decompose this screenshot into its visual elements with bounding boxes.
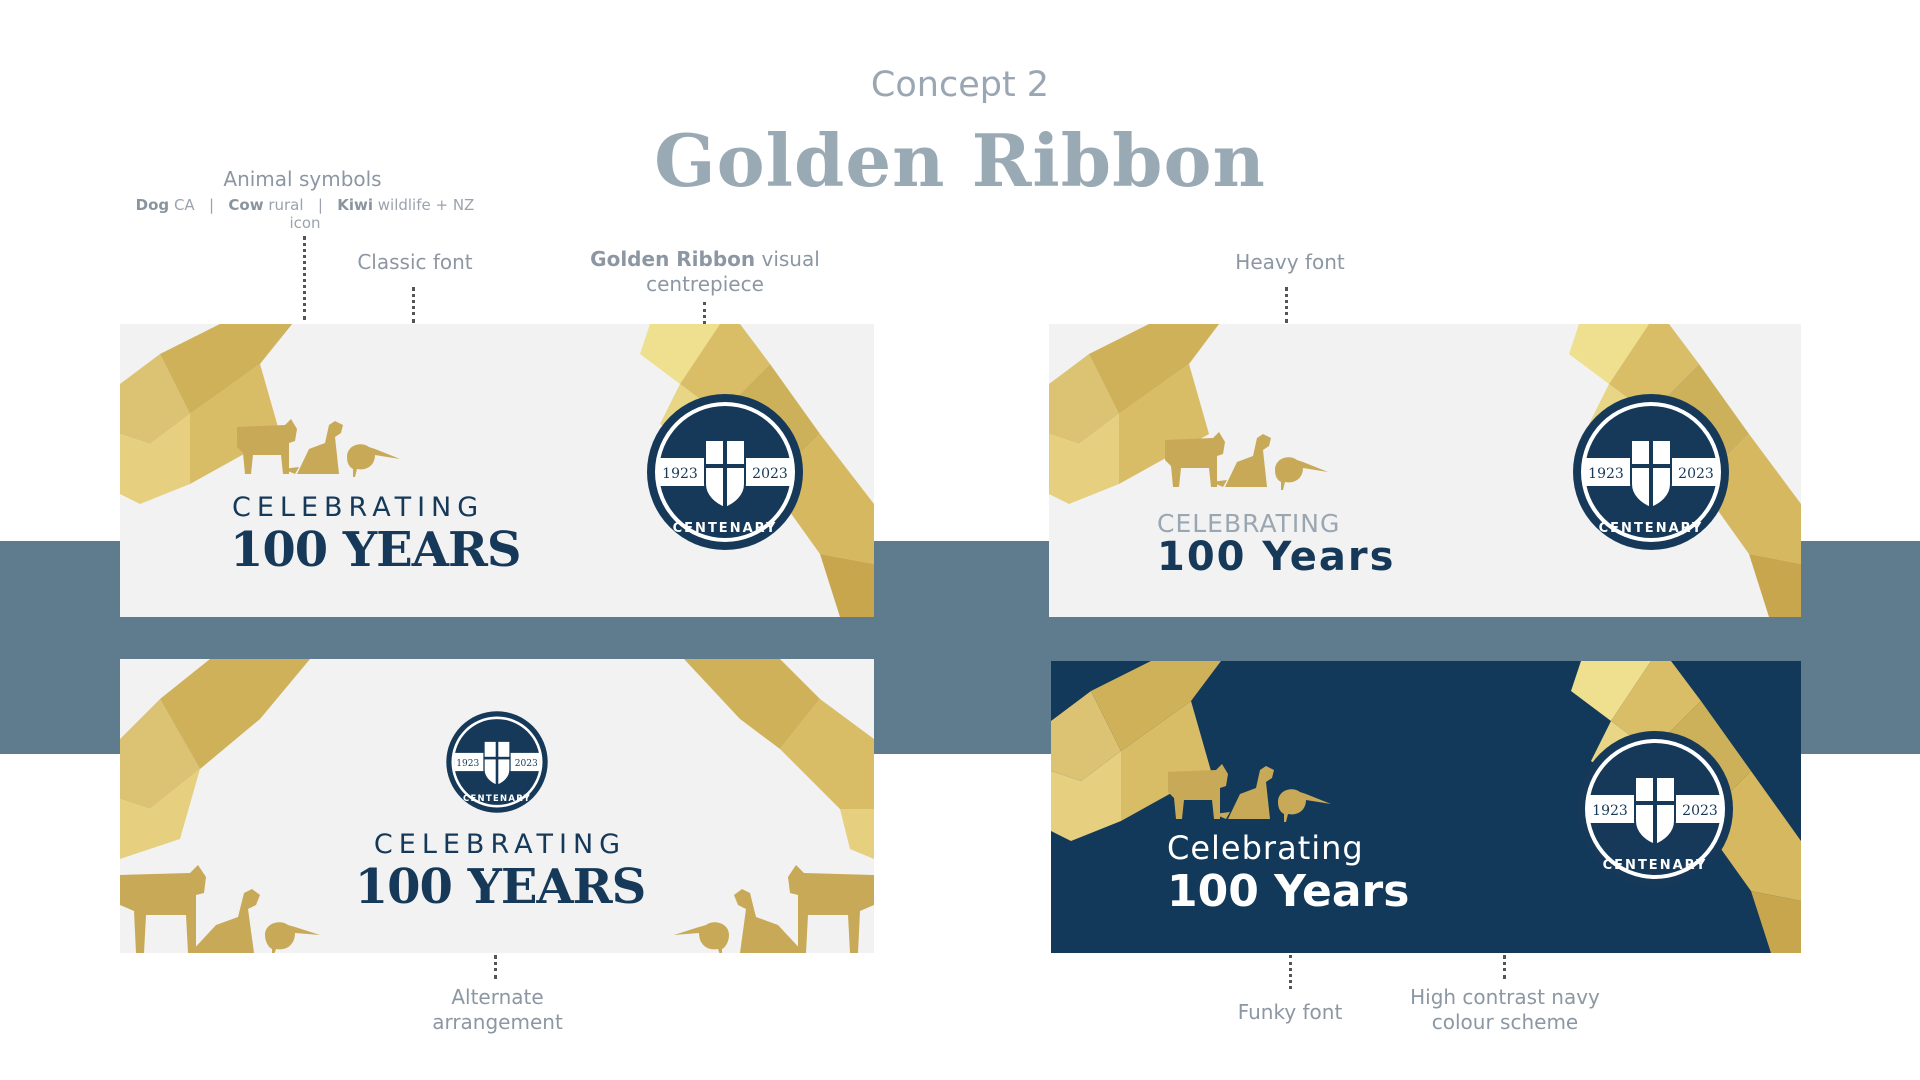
cow-icon <box>1168 764 1228 819</box>
svg-text:1923: 1923 <box>662 466 698 482</box>
svg-text:CENTENARY: CENTENARY <box>673 521 778 536</box>
centrepiece-line2: centrepiece <box>646 272 764 296</box>
kiwi-label: Kiwi <box>337 196 373 214</box>
dog-label: Dog <box>135 196 170 214</box>
centenary-badge: 1923 2023 CENTENARY <box>1573 394 1729 550</box>
cow-icon <box>237 419 297 474</box>
dotted-leader <box>412 287 415 323</box>
animal-silhouettes <box>237 419 400 477</box>
centenary-badge: 1923 2023 CENTENARY <box>647 394 803 550</box>
animal-silhouettes <box>1168 764 1331 822</box>
funky-font-label: Funky font <box>1237 1000 1343 1024</box>
svg-text:CENTENARY: CENTENARY <box>1599 521 1704 536</box>
dotted-leader <box>494 955 497 979</box>
navy-line1: High contrast navy <box>1410 985 1600 1009</box>
page-title: Golden Ribbon <box>654 118 1266 203</box>
heavy-font-label: Heavy font <box>1235 250 1345 274</box>
alternate-line2: arrangement <box>432 1010 563 1034</box>
animal-silhouettes-left <box>120 865 320 953</box>
concept-label: Concept 2 <box>870 65 1050 105</box>
kiwi-icon <box>347 444 400 477</box>
centenary-badge: 1923 2023 CENTENARY <box>1577 731 1733 887</box>
dotted-leader <box>703 302 706 324</box>
svg-text:CENTENARY: CENTENARY <box>1603 858 1708 873</box>
dog-icon <box>734 889 804 953</box>
svg-text:1923: 1923 <box>1588 466 1624 482</box>
banner-navy: Celebrating 100 Years 1923 2023 CENTENAR… <box>1051 661 1801 953</box>
separator: | <box>317 196 323 214</box>
animal-symbols-title: Animal symbols <box>223 167 382 191</box>
svg-text:1923: 1923 <box>1592 803 1628 819</box>
centrepiece-rest: visual <box>755 247 820 271</box>
svg-text:1923: 1923 <box>456 759 479 769</box>
svg-text:CENTENARY: CENTENARY <box>463 793 531 803</box>
dog-icon <box>190 889 260 953</box>
animal-silhouettes-right <box>674 865 874 953</box>
dotted-leader <box>303 236 306 320</box>
celebrating-text: CELEBRATING <box>232 492 485 523</box>
cow-label: Cow <box>228 196 264 214</box>
cow-icon <box>1165 432 1225 487</box>
dog-icon <box>283 421 343 474</box>
navy-line2: colour scheme <box>1431 1010 1579 1034</box>
cow-desc: rural <box>268 196 304 214</box>
years-text: 100 YEARS <box>354 859 647 915</box>
banner-heavy: CELEBRATING 100 Years 1923 2023 CENTENAR… <box>1049 324 1801 617</box>
banner-alternate: 1923 2023 CENTENARY CELEBRATING 100 YEAR… <box>120 659 874 953</box>
svg-text:2023: 2023 <box>752 466 788 482</box>
centrepiece-label: Golden Ribbon visual centrepiece <box>560 247 850 297</box>
years-text: 100 YEARS <box>230 522 522 578</box>
cow-icon <box>120 865 206 953</box>
dog-desc: CA <box>173 196 195 214</box>
svg-text:2023: 2023 <box>1682 803 1718 819</box>
animal-symbols-legend: Dog CA | Cow rural | Kiwi wildlife + NZ … <box>120 196 490 232</box>
dog-icon <box>1211 434 1271 487</box>
cow-icon <box>788 865 874 953</box>
animal-silhouettes <box>1165 432 1328 490</box>
centenary-badge: 1923 2023 CENTENARY <box>446 711 548 813</box>
years-text: 100 Years <box>1157 534 1396 580</box>
kiwi-icon <box>1275 457 1328 490</box>
years-text: 100 Years <box>1167 866 1410 917</box>
separator: | <box>209 196 215 214</box>
kiwi-icon <box>674 922 729 953</box>
centrepiece-bold: Golden Ribbon <box>590 247 756 271</box>
celebrating-text: CELEBRATING <box>373 829 627 860</box>
alternate-arrangement-label: Alternate arrangement <box>400 985 595 1035</box>
classic-font-label: Classic font <box>357 250 473 274</box>
navy-scheme-label: High contrast navy colour scheme <box>1390 985 1620 1035</box>
svg-text:2023: 2023 <box>515 759 538 769</box>
dog-icon <box>1214 766 1274 819</box>
celebrating-text: CELEBRATING <box>1157 509 1341 538</box>
kiwi-icon <box>265 922 320 953</box>
dotted-leader <box>1285 287 1288 323</box>
ribbon-graphic <box>120 659 874 859</box>
alternate-line1: Alternate <box>451 985 544 1009</box>
banner-classic: CELEBRATING 100 YEARS 1923 2023 CENTENAR… <box>120 324 874 617</box>
svg-text:2023: 2023 <box>1678 466 1714 482</box>
dotted-leader <box>1503 955 1506 979</box>
celebrating-text: Celebrating <box>1167 829 1364 867</box>
kiwi-icon <box>1278 789 1331 822</box>
kiwi-desc: wildlife + NZ icon <box>289 196 475 232</box>
dotted-leader <box>1289 955 1292 989</box>
